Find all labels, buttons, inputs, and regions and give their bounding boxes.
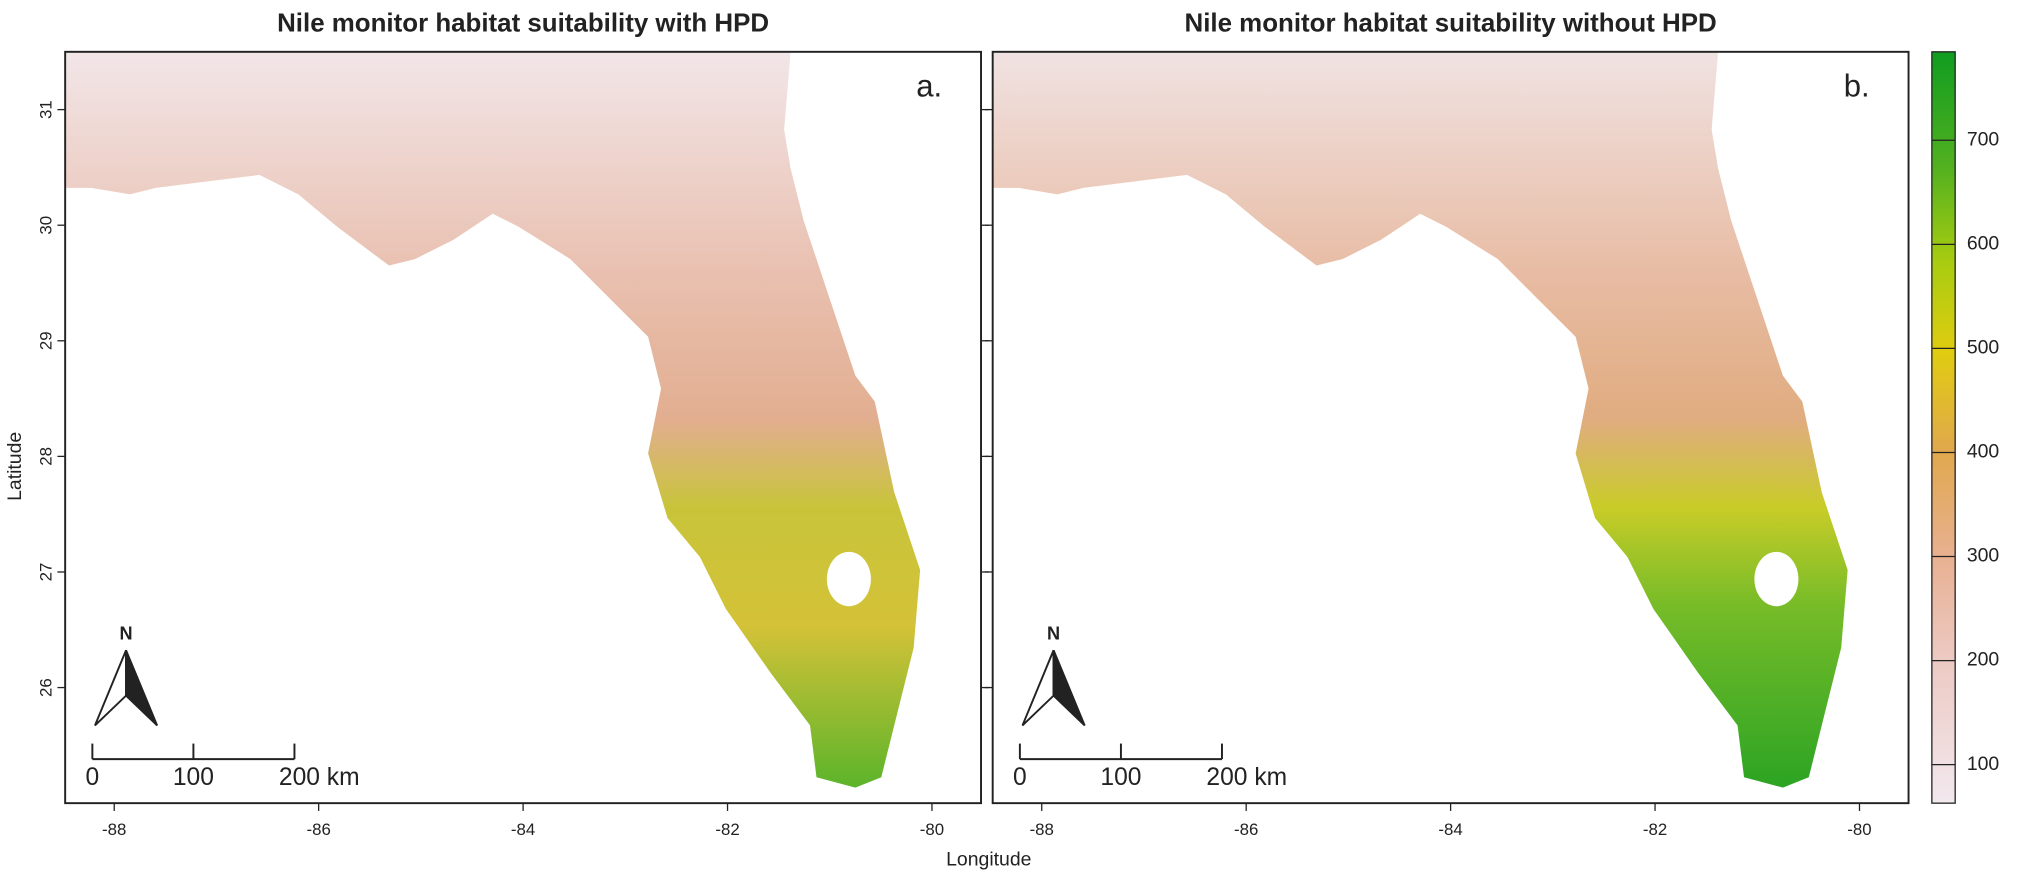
x-tick-label: -86 xyxy=(306,820,330,839)
x-axis-label: Longitude xyxy=(946,848,1031,870)
north-arrow-left xyxy=(94,649,128,727)
y-axis-label: Latitude xyxy=(4,432,26,501)
scale-bar-label: 0 xyxy=(1013,764,1027,791)
x-tick-label: -82 xyxy=(1643,820,1667,839)
colorbar-tick-label: 100 xyxy=(1967,753,2000,775)
north-label: N xyxy=(119,624,132,644)
land xyxy=(992,51,1848,788)
north-arrow-right xyxy=(125,649,159,727)
north-label: N xyxy=(1047,624,1060,644)
north-arrow-left xyxy=(1021,649,1055,727)
y-tick-label: 26 xyxy=(36,678,55,697)
colorbar xyxy=(1931,51,1956,804)
scale-bar-label: 100 xyxy=(1100,764,1141,791)
x-tick-label: -88 xyxy=(102,820,126,839)
x-tick-label: -84 xyxy=(511,820,535,839)
x-tick-label: -80 xyxy=(1847,820,1871,839)
panel-title: Nile monitor habitat suitability with HP… xyxy=(277,9,769,37)
colorbar-tick-label: 400 xyxy=(1967,441,2000,463)
x-tick-label: -88 xyxy=(1030,820,1054,839)
scale-bar-label: 100 xyxy=(173,764,214,791)
colorbar-tick-label: 600 xyxy=(1967,232,2000,254)
scale-bar-label: 200 km xyxy=(279,764,360,791)
x-tick-label: -84 xyxy=(1438,820,1462,839)
land xyxy=(65,51,921,788)
y-tick-label: 29 xyxy=(36,331,55,350)
x-tick-label: -86 xyxy=(1234,820,1258,839)
colorbar-tick-label: 300 xyxy=(1967,545,2000,567)
y-tick-label: 30 xyxy=(36,216,55,235)
y-tick-label: 28 xyxy=(36,447,55,466)
panel-label: b. xyxy=(1844,68,1870,103)
colorbar-tick-label: 200 xyxy=(1967,649,2000,671)
north-arrow-right xyxy=(1052,649,1086,727)
lake xyxy=(1754,551,1799,607)
lake xyxy=(826,551,871,607)
x-tick-label: -80 xyxy=(920,820,944,839)
panel-title: Nile monitor habitat suitability without… xyxy=(1185,9,1717,37)
scale-bar-label: 200 km xyxy=(1206,764,1287,791)
y-tick-label: 31 xyxy=(36,100,55,119)
colorbar-tick-label: 700 xyxy=(1967,128,2000,150)
colorbar-tick-label: 500 xyxy=(1967,337,2000,359)
panel-label: a. xyxy=(916,68,942,103)
map-panel xyxy=(64,50,982,805)
x-tick-label: -82 xyxy=(715,820,739,839)
map-panel xyxy=(991,50,1910,805)
scale-bar-label: 0 xyxy=(86,764,100,791)
y-tick-label: 27 xyxy=(36,563,55,582)
